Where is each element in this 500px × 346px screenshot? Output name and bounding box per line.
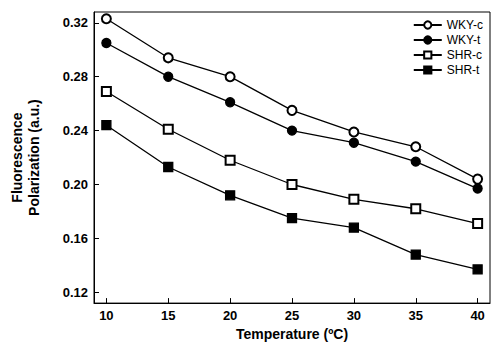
svg-text:0.32: 0.32 (63, 15, 88, 30)
svg-text:Fluorescence: Fluorescence (9, 112, 25, 202)
svg-text:0.28: 0.28 (63, 69, 88, 84)
svg-text:0.12: 0.12 (63, 285, 88, 300)
svg-text:10: 10 (99, 308, 113, 323)
svg-text:SHR-c: SHR-c (447, 48, 482, 62)
svg-text:20: 20 (223, 308, 237, 323)
svg-text:15: 15 (161, 308, 175, 323)
svg-text:40: 40 (470, 308, 484, 323)
svg-text:WKY-c: WKY-c (447, 18, 483, 32)
svg-text:35: 35 (409, 308, 423, 323)
svg-text:Polarization (a.u.): Polarization (a.u.) (26, 99, 42, 216)
svg-text:SHR-t: SHR-t (447, 63, 480, 77)
svg-text:30: 30 (347, 308, 361, 323)
svg-text:WKY-t: WKY-t (447, 33, 481, 47)
svg-text:0.20: 0.20 (63, 177, 88, 192)
svg-text:25: 25 (285, 308, 299, 323)
svg-text:Temperature (ºC): Temperature (ºC) (236, 326, 348, 342)
svg-text:0.16: 0.16 (63, 231, 88, 246)
svg-text:0.24: 0.24 (63, 123, 89, 138)
